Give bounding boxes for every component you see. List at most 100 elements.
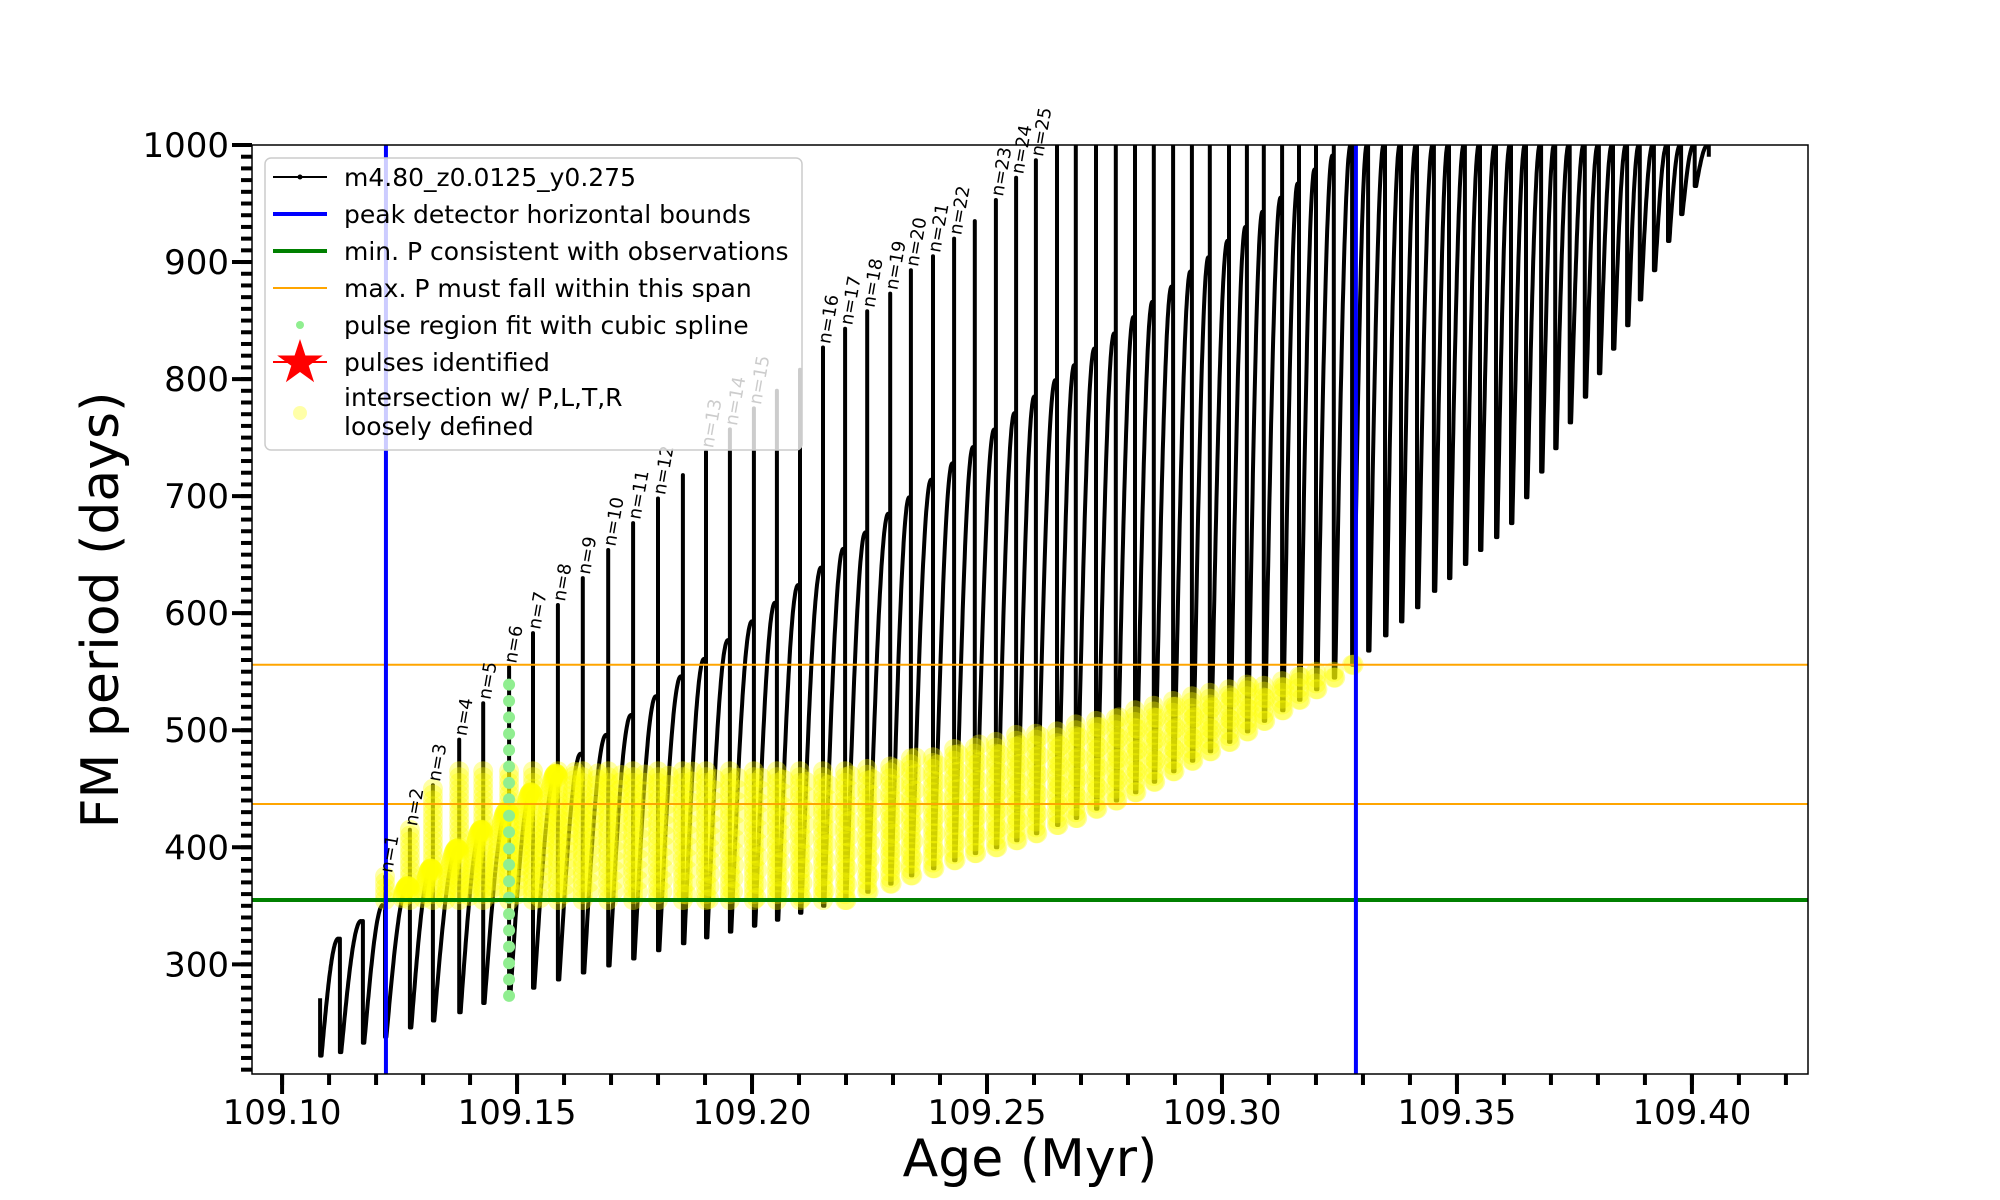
- intersection-marker: [399, 866, 420, 887]
- intersection-marker: [672, 802, 693, 823]
- intersection-marker: [1047, 739, 1067, 759]
- intersection-marker: [471, 819, 492, 840]
- intersection-marker: [766, 778, 787, 799]
- intersection-marker: [1105, 790, 1126, 811]
- intersection-marker: [835, 837, 856, 858]
- intersection-marker: [880, 791, 901, 812]
- intersection-marker: [610, 779, 631, 800]
- intersection-marker: [696, 831, 716, 852]
- intersection-marker: [523, 860, 543, 881]
- intersection-marker: [438, 866, 459, 887]
- intersection-marker: [948, 744, 969, 765]
- intersection-marker: [1006, 760, 1027, 780]
- intersection-marker: [1047, 768, 1067, 789]
- intersection-marker: [923, 840, 943, 861]
- intersection-marker: [880, 815, 901, 835]
- intersection-marker: [790, 872, 810, 893]
- intersection-marker: [449, 808, 470, 828]
- intersection-marker: [923, 811, 943, 832]
- intersection-marker: [420, 858, 441, 879]
- intersection-marker: [723, 881, 743, 902]
- intersection-marker: [444, 841, 465, 862]
- intersection-marker: [861, 784, 882, 805]
- intersection-marker: [766, 767, 787, 788]
- intersection-marker: [672, 837, 693, 858]
- intersection-marker: [623, 808, 644, 828]
- intersection-marker: [605, 850, 626, 871]
- intersection-marker: [814, 880, 835, 901]
- intersection-marker: [1086, 716, 1106, 737]
- intersection-marker: [766, 761, 787, 782]
- intersection-marker: [629, 849, 650, 870]
- intersection-marker: [813, 784, 833, 805]
- intersection-marker: [655, 815, 676, 835]
- intersection-marker: [395, 877, 416, 898]
- intersection-marker: [473, 772, 494, 793]
- intersection-marker: [1125, 700, 1145, 721]
- intersection-marker: [572, 872, 593, 893]
- intersection-marker: [773, 783, 794, 803]
- intersection-marker: [1006, 830, 1027, 851]
- intersection-marker: [1025, 817, 1046, 838]
- intersection-marker: [422, 837, 443, 858]
- intersection-marker: [610, 772, 631, 793]
- intersection-marker: [944, 797, 965, 818]
- intersection-marker: [422, 784, 443, 805]
- intersection-marker: [422, 796, 443, 817]
- intersection-marker: [1125, 741, 1145, 762]
- intersection-marker: [857, 846, 878, 867]
- intersection-marker: [923, 823, 943, 844]
- intersection-marker: [1027, 823, 1048, 844]
- intersection-marker: [1143, 742, 1164, 763]
- intersection-marker: [1047, 721, 1067, 742]
- x-tick-label: 109.10: [223, 1093, 342, 1133]
- intersection-marker: [1163, 737, 1184, 758]
- intersection-marker: [968, 752, 989, 773]
- intersection-marker: [1181, 698, 1202, 718]
- intersection-marker: [1125, 723, 1145, 744]
- intersection-marker: [1184, 707, 1205, 728]
- intersection-marker: [766, 849, 787, 869]
- intersection-marker: [835, 813, 856, 834]
- intersection-marker: [743, 772, 764, 793]
- intersection-marker: [531, 871, 552, 892]
- intersection-marker: [523, 837, 543, 858]
- intersection-marker: [861, 800, 882, 821]
- intersection-marker: [633, 790, 654, 811]
- intersection-marker: [1127, 718, 1148, 739]
- intersection-marker: [672, 843, 693, 864]
- intersection-marker: [399, 860, 420, 881]
- intersection-marker: [835, 854, 856, 875]
- intersection-marker: [523, 772, 543, 793]
- intersection-marker: [985, 761, 1006, 782]
- intersection-marker: [944, 838, 965, 859]
- intersection-marker: [1025, 747, 1046, 768]
- intersection-marker: [1006, 812, 1027, 833]
- intersection-marker: [880, 756, 901, 777]
- intersection-marker: [900, 853, 921, 874]
- intersection-marker: [583, 811, 604, 832]
- intersection-marker: [900, 865, 921, 886]
- intersection-marker: [1006, 824, 1027, 845]
- intersection-marker: [461, 863, 482, 884]
- intersection-marker: [835, 767, 856, 788]
- intersection-marker: [1163, 691, 1184, 711]
- intersection-marker: [516, 795, 537, 816]
- intersection-marker: [858, 881, 879, 902]
- intersection-marker: [1065, 731, 1086, 752]
- intersection-marker: [1009, 735, 1030, 756]
- intersection-marker: [835, 772, 856, 793]
- intersection-marker: [440, 855, 461, 876]
- intersection-marker: [654, 836, 675, 857]
- intersection-marker: [1105, 731, 1126, 752]
- intersection-marker: [813, 819, 833, 840]
- intersection-marker: [523, 866, 543, 887]
- intersection-marker: [1105, 743, 1126, 764]
- intersection-marker: [701, 838, 722, 859]
- intersection-marker: [773, 769, 794, 790]
- y-axis-title: FM period (days): [71, 392, 131, 829]
- intersection-marker: [632, 808, 653, 829]
- intersection-marker: [1107, 769, 1128, 790]
- legend: m4.80_z0.0125_y0.275 peak detector horiz…: [264, 157, 803, 451]
- intersection-marker: [511, 836, 532, 857]
